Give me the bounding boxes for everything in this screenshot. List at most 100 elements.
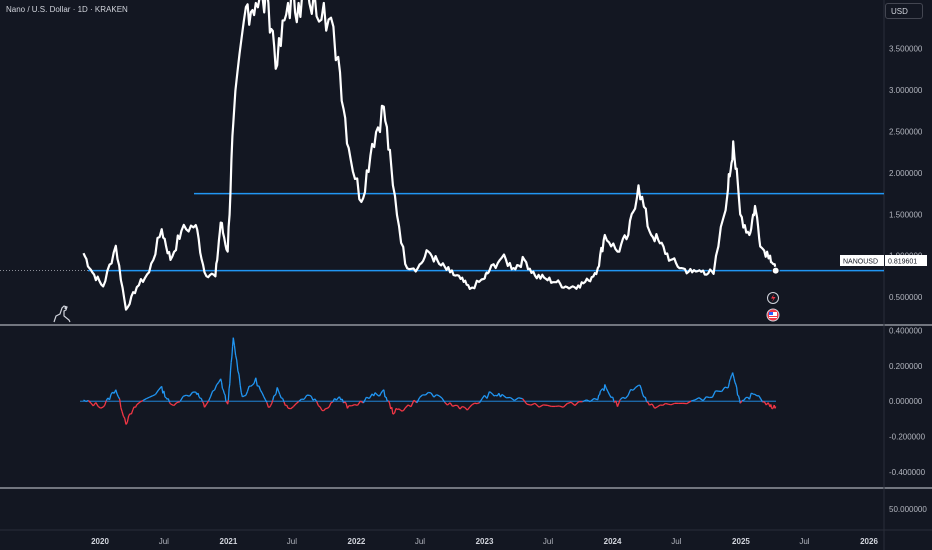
oscillator-segment [383, 389, 386, 398]
oscillator-segment [737, 395, 741, 400]
oscillator-segment [221, 387, 224, 391]
lightning-icon[interactable] [767, 292, 779, 304]
oscillator-segment [283, 401, 286, 406]
oscillator-segment [647, 402, 650, 406]
price-pane[interactable] [0, 0, 884, 311]
oscillator-segment [279, 394, 282, 399]
price-series-line[interactable] [82, 0, 777, 311]
oscillator-segment [635, 384, 639, 388]
last-price-point[interactable] [771, 266, 780, 275]
oscillator-segment [605, 388, 609, 392]
oscillator-segment [259, 390, 263, 394]
oscillator-segment [456, 405, 461, 410]
oscillator-segment [748, 392, 752, 400]
pane3-axis[interactable]: 50.000000 [889, 505, 927, 514]
oscillator-segment [727, 382, 730, 387]
oscillator-segment [117, 396, 121, 400]
time-axis-month-label: Jul [287, 537, 297, 546]
oscillator-segment [245, 391, 248, 396]
oscillator-axis-tick-label: 0.200000 [889, 362, 923, 371]
oscillator-segment [323, 408, 327, 412]
oscillator-segment [419, 394, 424, 398]
price-axis-tick-label: 3.500000 [889, 45, 923, 54]
oscillator-segment [246, 386, 250, 392]
oscillator-segment [124, 418, 127, 425]
oscillator-segment [711, 390, 717, 398]
oscillator-segment [264, 399, 268, 403]
oscillator-axis-tick-label: 0.400000 [889, 327, 923, 336]
oscillator-segment [702, 396, 707, 402]
oscillator-segment [667, 403, 671, 406]
oscillator-segment [354, 403, 358, 407]
oscillator-segment [182, 394, 187, 398]
oscillator-segment [97, 405, 102, 409]
oscillator-segment [774, 406, 777, 409]
oscillator-segment [706, 396, 710, 399]
oscillator-segment [760, 398, 764, 403]
oscillator-segment [232, 337, 236, 346]
oscillator-segment [263, 396, 266, 400]
oscillator-segment [115, 389, 118, 395]
oscillator-segment [670, 402, 676, 406]
oscillator-segment [410, 400, 415, 407]
oscillator-segment [772, 406, 775, 409]
oscillator-segment [654, 406, 658, 409]
oscillator-segment [559, 405, 564, 408]
oscillator-segment [731, 372, 734, 375]
oscillator-segment [665, 402, 669, 405]
oscillator-segment [589, 397, 595, 403]
oscillator-segment [319, 406, 323, 411]
oscillator-segment [430, 392, 435, 398]
oscillator-segment [277, 390, 281, 395]
oscillator-segment [149, 395, 153, 398]
oscillator-pane[interactable] [80, 337, 777, 425]
oscillator-segment [393, 408, 397, 414]
oscillator-segment [750, 392, 754, 395]
oscillator-segment [206, 400, 210, 405]
oscillator-segment [469, 404, 473, 408]
oscillator-segment [686, 400, 692, 405]
oscillator-segment [694, 397, 700, 401]
oscillator-segment [100, 406, 104, 409]
oscillator-segment [662, 402, 666, 406]
oscillator-segment [619, 396, 624, 401]
pane3-axis-tick-label: 50.000000 [889, 505, 927, 514]
oscillator-segment [486, 391, 491, 399]
oscillator-segment [391, 407, 394, 415]
oscillator-segment [317, 405, 321, 408]
price-axis-tick-label: 2.500000 [889, 127, 923, 136]
oscillator-segment [198, 396, 201, 399]
oscillator-segment [128, 413, 131, 417]
oscillator-segment [230, 356, 233, 363]
time-axis-month-label: Jul [415, 537, 425, 546]
oscillator-segment [186, 394, 190, 397]
oscillator-segment [266, 402, 270, 408]
oscillator-segment [639, 384, 642, 389]
time-axis-month-label: Jul [671, 537, 681, 546]
oscillator-segment [197, 392, 200, 398]
oscillator-segment [642, 393, 645, 398]
oscillator-segment [599, 389, 602, 392]
oscillator-segment [292, 403, 297, 408]
time-axis[interactable]: 2020 Jul 2021 Jul 2022 Jul 2023 Jul 2024 Jul 2025 J… [91, 537, 878, 546]
oscillator-segment [208, 396, 212, 402]
oscillator-segment [122, 415, 126, 419]
oscillator-segment [270, 403, 273, 406]
oscillator-segment [522, 398, 528, 405]
oscillator-segment [164, 396, 167, 399]
oscillator-segment [622, 396, 626, 400]
oscillator-axis[interactable]: 0.400000 0.200000 0.000000 -0.200000 -0.4000… [889, 327, 926, 477]
currency-button[interactable]: USD [885, 3, 923, 19]
time-axis-year-label: 2022 [348, 537, 366, 546]
oscillator-segment [116, 393, 119, 397]
time-axis-year-label: 2024 [604, 537, 622, 546]
time-axis-month-label: Jul [543, 537, 553, 546]
oscillator-segment [534, 402, 540, 408]
oscillator-segment [335, 397, 339, 401]
oscillator-segment [514, 397, 519, 402]
oscillator-segment [125, 422, 128, 425]
oscillator-axis-tick-label: -0.400000 [889, 468, 926, 477]
us-flag-icon[interactable] [766, 308, 780, 322]
